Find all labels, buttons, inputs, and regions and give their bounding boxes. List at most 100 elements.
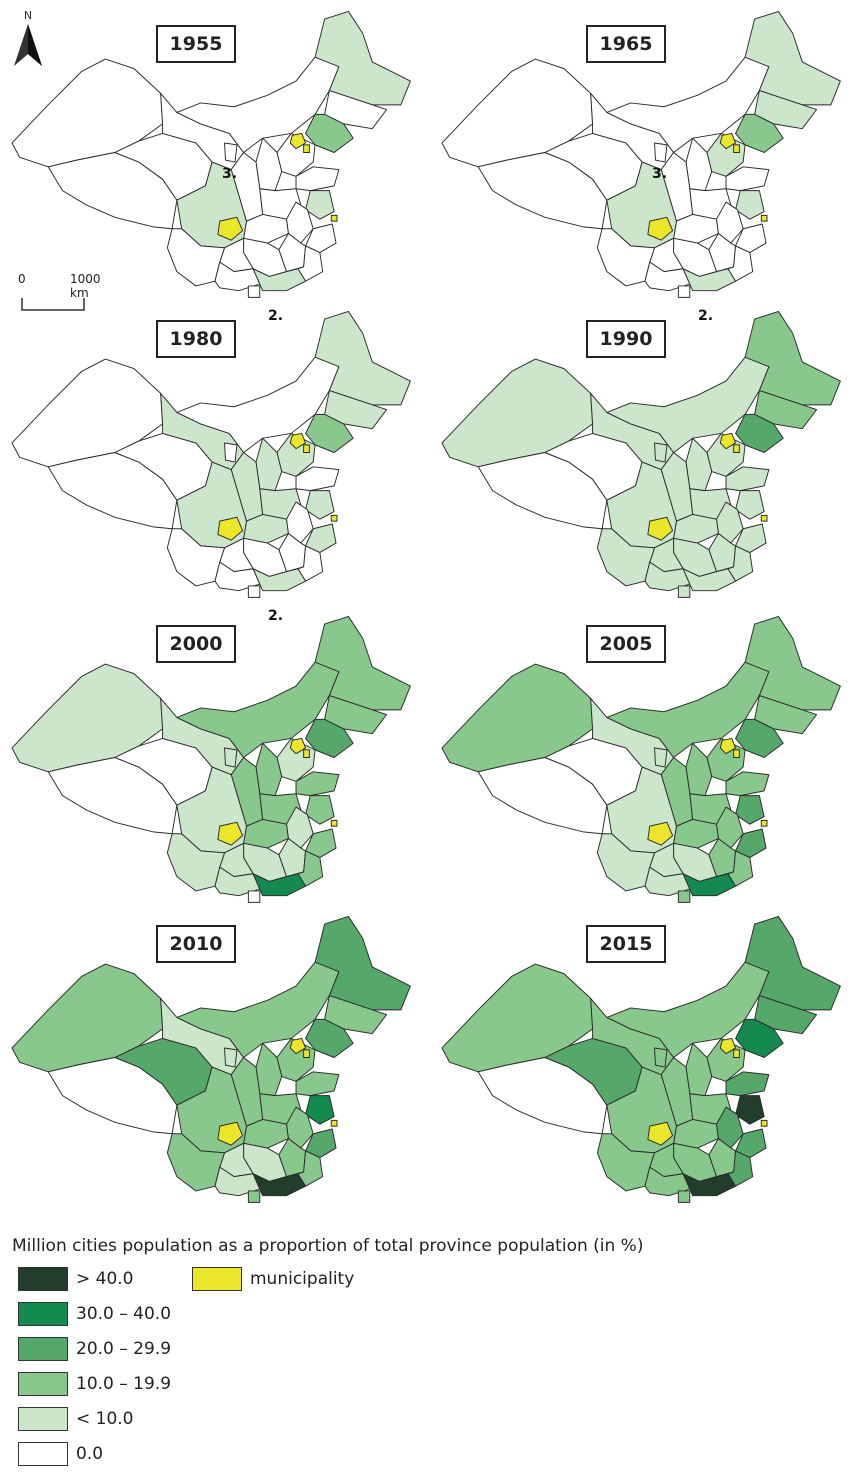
province-shanxi	[685, 437, 713, 492]
province-zhejiang	[305, 828, 337, 859]
province-liaoning	[735, 718, 784, 758]
legend-item: 0.0	[18, 1441, 103, 1467]
legend-label: 0.0	[76, 1444, 104, 1464]
province-zhejiang	[735, 223, 767, 254]
province-hainan	[247, 1190, 261, 1203]
municipality-chongqing	[217, 516, 244, 541]
map-panel-2000	[0, 605, 430, 910]
province-jiangsu	[305, 795, 335, 825]
municipality-beijing	[289, 132, 307, 150]
municipality-chongqing	[647, 1121, 674, 1146]
province-shanxi	[255, 742, 283, 797]
legend-title: Million cities population as a proportio…	[12, 1236, 644, 1256]
year-label-2010: 2010	[156, 925, 236, 963]
province-zhejiang	[735, 828, 767, 859]
map-panel-2005	[430, 605, 859, 910]
province-ningxia	[224, 1047, 238, 1068]
year-label-2000: 2000	[156, 625, 236, 663]
municipality-chongqing	[217, 1121, 244, 1146]
municipality-beijing	[289, 432, 307, 450]
legend-swatch	[18, 1302, 68, 1326]
legend-item: 10.0 – 19.9	[18, 1371, 171, 1397]
municipality-tianjin	[733, 1049, 740, 1058]
municipality-tianjin	[303, 749, 310, 758]
legend-label: 20.0 – 29.9	[76, 1339, 172, 1359]
legend-swatch-municipality	[192, 1267, 242, 1291]
map-panel-1965: 2. 3.	[430, 0, 859, 324]
province-guangdong	[682, 1173, 737, 1197]
legend-item-municipality: municipality	[192, 1266, 354, 1292]
north-arrow: N	[10, 8, 46, 68]
label-hainan: 2.	[698, 308, 714, 324]
province-guangdong	[252, 268, 307, 292]
province-liaoning	[305, 113, 354, 153]
province-liaoning	[305, 718, 354, 758]
municipality-beijing	[289, 737, 307, 755]
province-tibet	[47, 452, 178, 530]
legend: Million cities population as a proportio…	[0, 1230, 859, 1470]
province-ningxia	[654, 1047, 668, 1068]
china-map-1955	[11, 10, 411, 298]
province-liaoning	[735, 1018, 784, 1058]
year-label-1980: 1980	[156, 320, 236, 358]
municipality-shanghai	[760, 214, 768, 222]
china-map-1965	[441, 10, 841, 298]
province-jiangsu	[305, 1095, 335, 1125]
legend-swatch	[18, 1372, 68, 1396]
scale-end-label: 1000 km	[70, 272, 101, 300]
province-ningxia	[654, 442, 668, 463]
municipality-shanghai	[330, 1119, 338, 1127]
province-jiangsu	[735, 490, 765, 520]
province-shanxi	[255, 137, 283, 192]
province-hainan	[677, 285, 691, 298]
province-shanxi	[255, 437, 283, 492]
municipality-chongqing	[647, 821, 674, 846]
province-zhejiang	[735, 1128, 767, 1159]
province-jiangsu	[305, 490, 335, 520]
province-hainan	[247, 285, 261, 298]
china-map-2015	[441, 915, 841, 1203]
province-shanxi	[685, 742, 713, 797]
municipality-tianjin	[733, 749, 740, 758]
municipality-tianjin	[303, 1049, 310, 1058]
province-jiangsu	[735, 795, 765, 825]
map-panel-1955: 2. 3.	[0, 0, 430, 324]
legend-item: 20.0 – 29.9	[18, 1336, 171, 1362]
province-tibet	[477, 757, 608, 835]
municipality-shanghai	[330, 514, 338, 522]
legend-label: 30.0 – 40.0	[76, 1304, 172, 1324]
legend-label: 10.0 – 19.9	[76, 1374, 172, 1394]
map-panel-1980: 2.	[0, 300, 430, 624]
municipality-beijing	[719, 1037, 737, 1055]
year-label-1965: 1965	[586, 25, 666, 63]
municipality-shanghai	[330, 214, 338, 222]
municipality-beijing	[719, 737, 737, 755]
province-guangdong	[682, 268, 737, 292]
province-tibet	[47, 1057, 178, 1135]
province-guangdong	[682, 568, 737, 592]
province-liaoning	[735, 413, 784, 453]
china-map-2005	[441, 615, 841, 903]
province-liaoning	[305, 1018, 354, 1058]
province-zhejiang	[305, 223, 337, 254]
municipality-chongqing	[217, 216, 244, 241]
province-jiangsu	[305, 190, 335, 220]
municipality-tianjin	[733, 444, 740, 453]
china-map-1990	[441, 310, 841, 598]
municipality-chongqing	[217, 821, 244, 846]
province-jiangsu	[735, 190, 765, 220]
year-label-1990: 1990	[586, 320, 666, 358]
legend-label-municipality: municipality	[250, 1269, 355, 1289]
province-liaoning	[305, 413, 354, 453]
province-shanxi	[255, 1042, 283, 1097]
province-guangdong	[252, 568, 307, 592]
north-label: N	[24, 9, 32, 22]
municipality-shanghai	[760, 514, 768, 522]
province-tibet	[477, 452, 608, 530]
china-map-2010	[11, 915, 411, 1203]
municipality-chongqing	[647, 216, 674, 241]
label-hainan: 2.	[268, 308, 284, 324]
province-liaoning	[735, 113, 784, 153]
province-shanxi	[685, 137, 713, 192]
legend-swatch	[18, 1267, 68, 1291]
